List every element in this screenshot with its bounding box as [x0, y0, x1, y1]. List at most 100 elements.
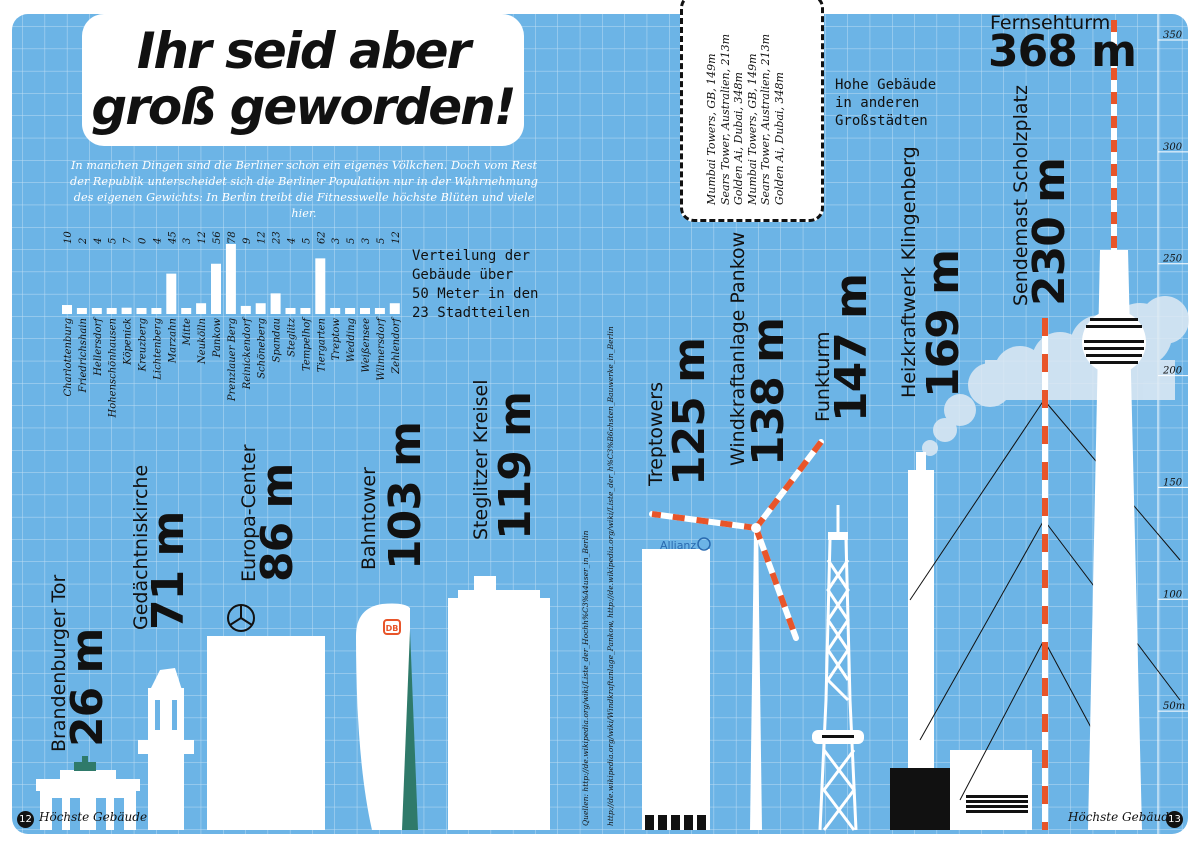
district-value-label: 5 [108, 238, 119, 244]
gedaechtniskirche-shape [138, 668, 194, 830]
bahntower-glass-shape [402, 630, 418, 830]
source-line-1: Quellen: http://de.wikipedia.org/wiki/Li… [581, 530, 590, 827]
district-bar [270, 293, 281, 314]
district-category-label: Schöneberg [257, 318, 268, 379]
label-bahntower: Bahntower [358, 467, 380, 570]
other-cities-note [680, 0, 824, 222]
value-treptowers: 125 m [664, 337, 715, 486]
district-category-label: Wedding [346, 318, 357, 362]
scale-tick-label: 250 [1162, 254, 1183, 265]
scale-tick-label: 100 [1163, 589, 1183, 600]
fernsehturm-sphere-windows [1084, 318, 1144, 364]
title-box: Ihr seid aber groß geworden! [82, 14, 524, 146]
district-bar [211, 263, 221, 314]
value-funkturm: 147 m [826, 273, 877, 422]
district-bar [91, 308, 102, 314]
district-bar [181, 308, 192, 314]
district-bar [300, 308, 311, 314]
district-category-label: Tempelhof [301, 316, 312, 371]
sendemast-shape [1042, 318, 1048, 830]
district-category-label: Friedrichshain [78, 318, 89, 393]
district-category-label: Treptow [331, 318, 342, 361]
district-category-label: Tiergarten [316, 318, 327, 372]
district-category-label: Spandau [272, 318, 283, 362]
district-category-label: Prenzlauer Berg [227, 318, 238, 402]
district-bar [62, 305, 72, 314]
district-category-label: Hellersdorf [93, 316, 104, 377]
sources-text: Quellen: http://de.wikipedia.org/wiki/Li… [580, 326, 616, 826]
district-value-label: 23 [272, 231, 283, 245]
db-logo-text: DB [386, 624, 399, 633]
district-category-label: Lichtenberg [152, 318, 163, 381]
district-chart-title-line-3: 50 Meter in den [412, 286, 539, 302]
label-heizkraftwerk: Heizkraftwerk Klingenberg [898, 146, 920, 398]
funkturm-shape [818, 505, 858, 831]
district-category-label: Hohenschönhausen [108, 318, 119, 419]
district-value-label: 9 [242, 237, 253, 244]
district-bar [360, 308, 370, 314]
district-category-label: Mitte [182, 318, 193, 346]
district-chart-title-line-4: 23 Stadtteilen [412, 305, 531, 321]
district-value-label: 5 [376, 238, 387, 244]
value-heizkraftwerk: 169 m [918, 249, 969, 398]
label-fernsehturm: Fernsehturm [990, 12, 1111, 34]
district-bar [315, 258, 326, 314]
district-value-label: 56 [212, 231, 223, 244]
district-bar [285, 308, 296, 314]
quadriga-shape [74, 756, 96, 771]
district-value-label: 5 [346, 238, 357, 244]
district-bar [151, 308, 162, 314]
district-value-label: 4 [93, 238, 104, 245]
district-category-label: Wilmersdorf [376, 316, 387, 381]
district-chart-title-line-2: Gebäude über [412, 267, 514, 283]
scale-tick-label: 50m [1163, 701, 1185, 712]
value-steglitzer-kreisel: 119 m [490, 391, 541, 540]
district-value-label: 3 [182, 238, 193, 244]
district-category-label: Reinickendorf [242, 316, 253, 391]
district-value-label: 3 [361, 238, 372, 244]
steglitzer-kreisel-shape [448, 576, 550, 830]
district-value-label: 62 [316, 231, 327, 244]
allianz-logo-text: Allianz [660, 539, 696, 552]
title-line-2: groß geworden! [91, 78, 516, 136]
district-bar-chart: 10 Charlottenburg 2 Friedrichshain 4 Hellersd… [62, 231, 402, 419]
label-steglitzer-kreisel: Steglitzer Kreisel [470, 379, 492, 540]
db-logo-icon [383, 619, 401, 635]
district-value-label: 12 [257, 231, 268, 244]
district-bar [345, 308, 356, 314]
district-bar [225, 244, 236, 314]
allianz-logo-icon [697, 537, 711, 551]
district-value-label: 4 [287, 238, 298, 245]
district-bar [196, 303, 207, 314]
district-bar [136, 308, 147, 314]
title-line-1: Ihr seid aber [136, 22, 471, 80]
fernsehturm-shape [1082, 20, 1146, 830]
district-category-label: Kreuzberg [138, 318, 149, 372]
district-value-label: 0 [138, 237, 149, 244]
district-value-label: 5 [301, 238, 312, 244]
district-category-label: Köpenick [123, 318, 134, 366]
scale-tick-label: 300 [1163, 142, 1183, 153]
treptowers-shape [642, 549, 710, 830]
page-number-left: 12 [17, 811, 34, 828]
district-value-label: 7 [123, 237, 134, 244]
other-cities-heading-line-2: in anderen [835, 95, 920, 111]
heizkraftwerk-shape [890, 452, 1032, 830]
district-value-label: 45 [167, 231, 178, 245]
district-value-label: 3 [331, 238, 342, 244]
district-bar [76, 308, 87, 314]
district-category-label: Charlottenburg [63, 318, 74, 396]
district-bar [121, 307, 132, 314]
district-category-label: Steglitz [287, 317, 298, 357]
district-category-label: Weißensee [361, 318, 372, 373]
bahntower-shape [356, 603, 410, 830]
value-gedaechtniskirche: 71 m [143, 511, 194, 630]
footer-label-left: Höchste Gebäude [39, 810, 148, 824]
other-cities-heading-line-3: Großstädten [835, 113, 928, 129]
europa-center-shape [207, 636, 325, 830]
scale-tick-label: 150 [1163, 477, 1183, 488]
district-category-label: Marzahn [167, 318, 178, 364]
